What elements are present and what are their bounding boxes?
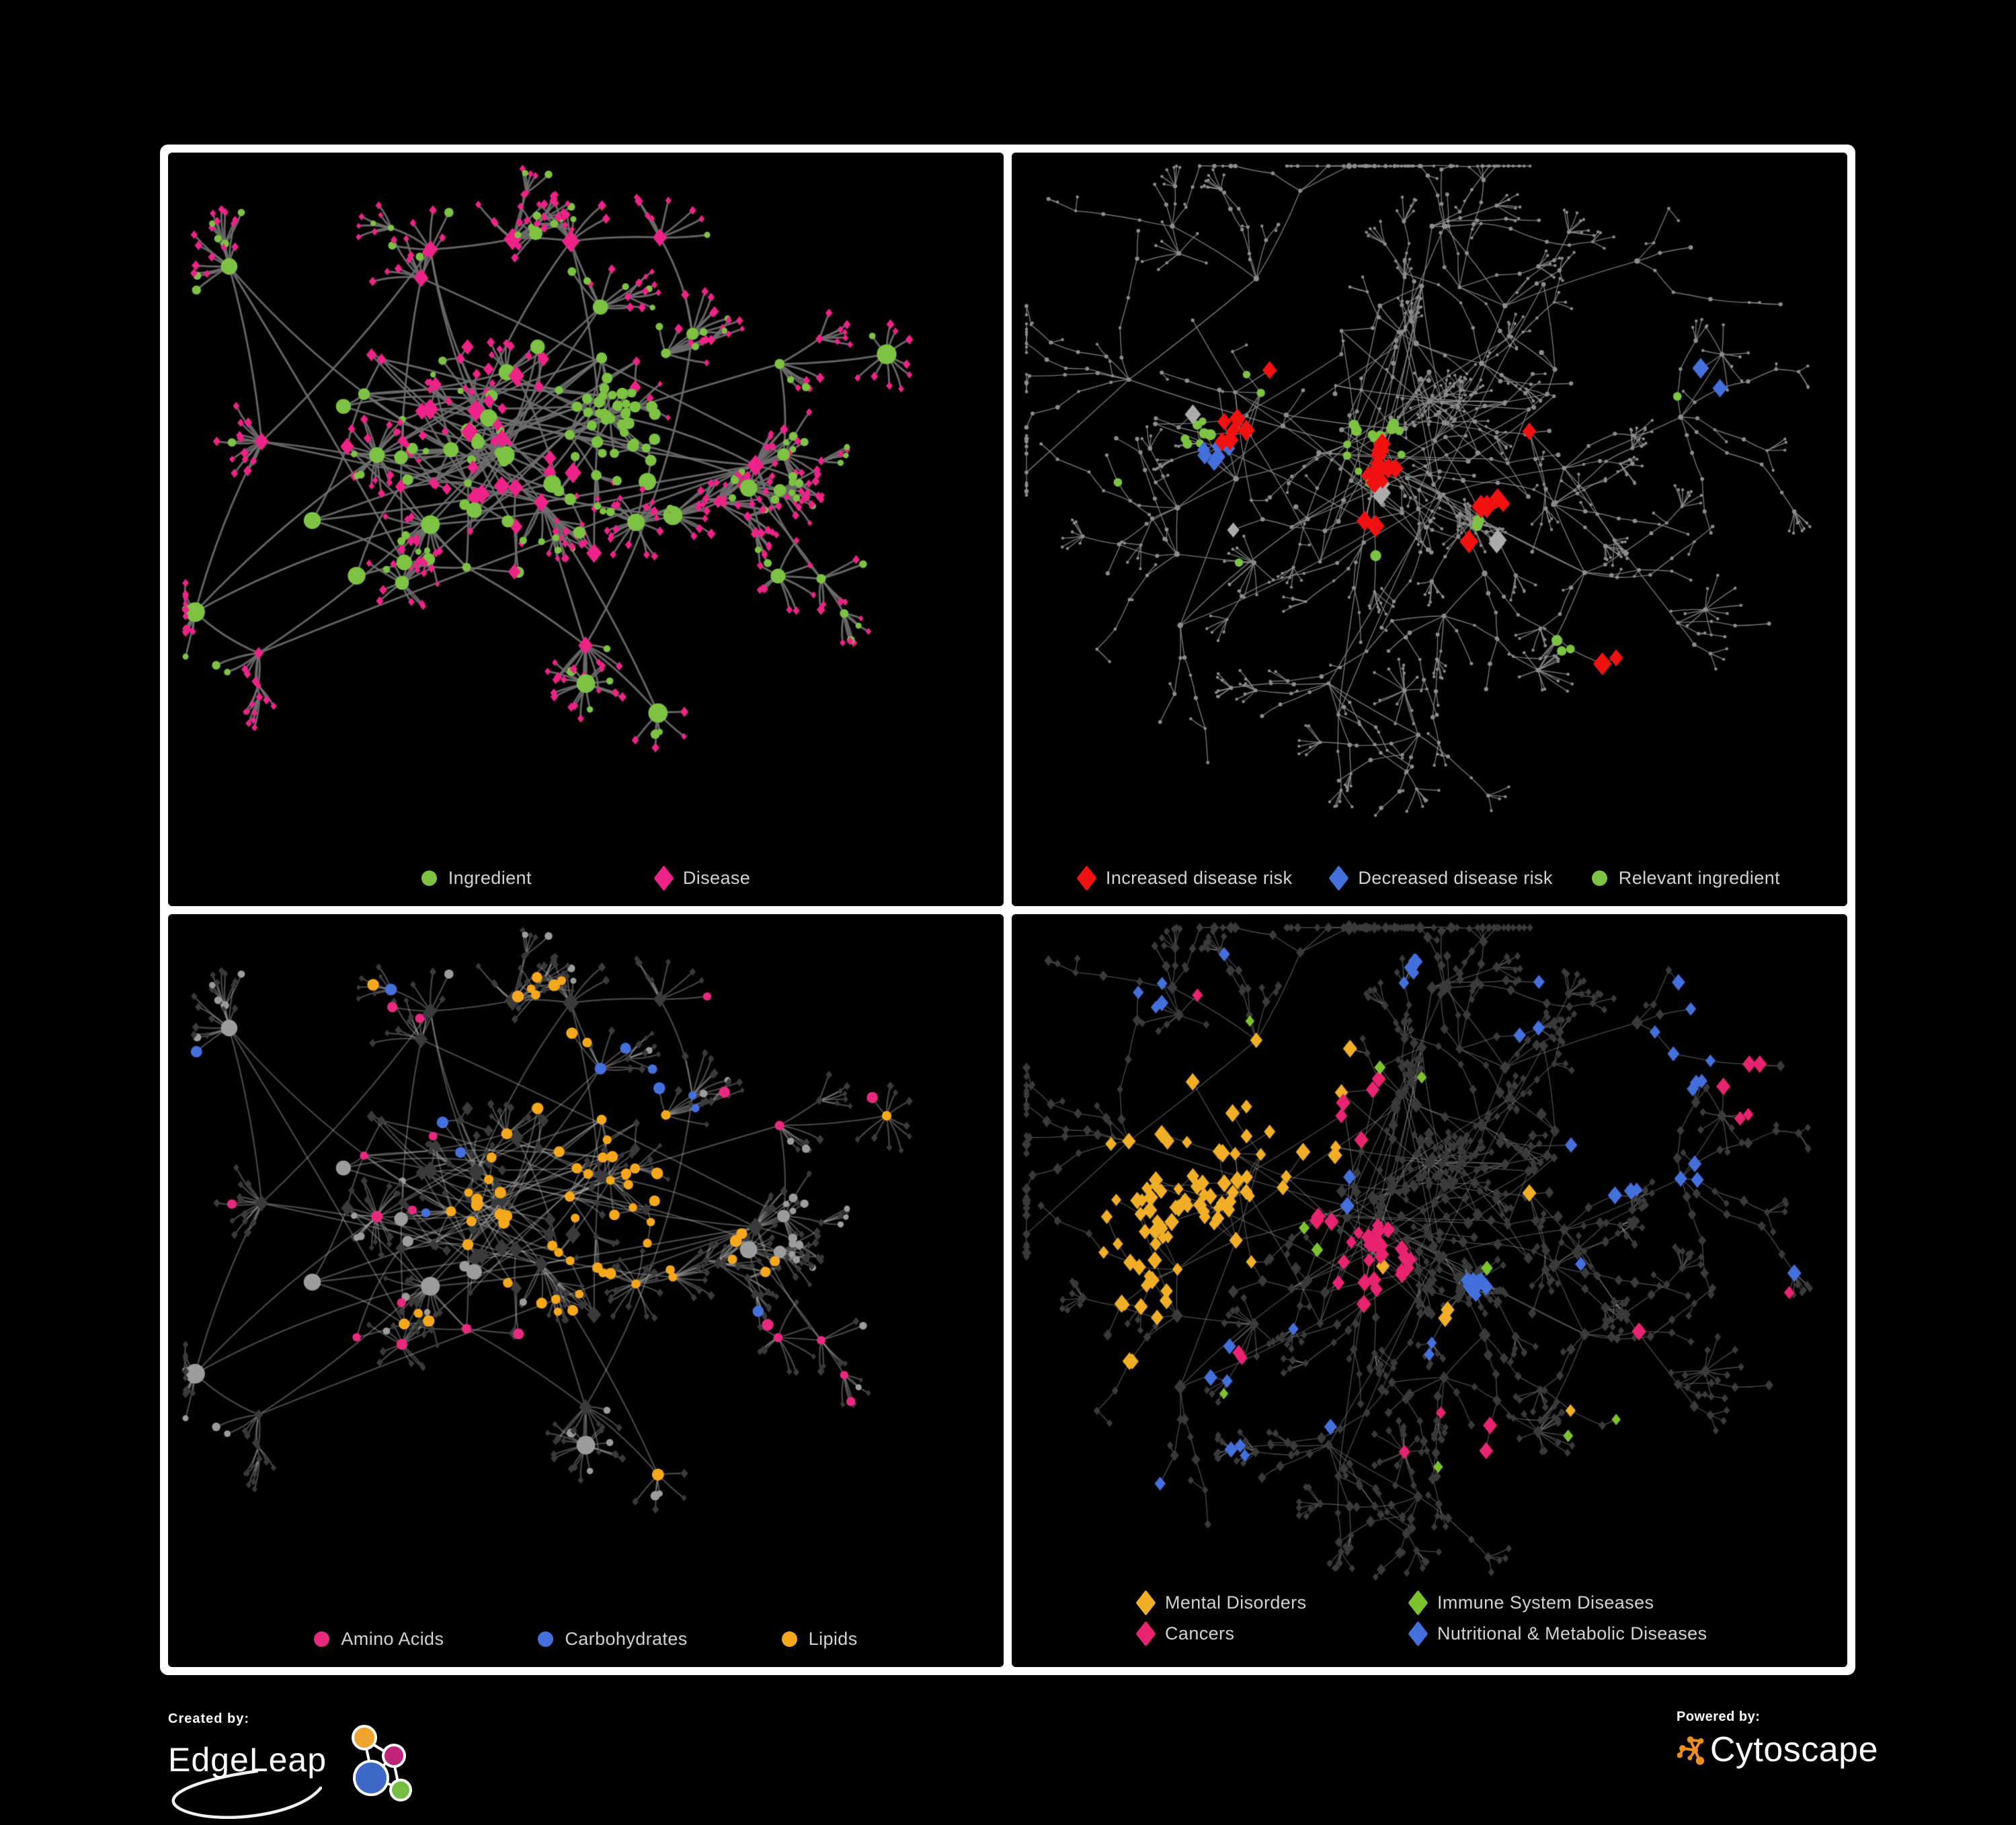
powered-by-label: Powered by: <box>1677 1709 1761 1724</box>
cytoscape-wordmark: Cytoscape <box>1709 1730 1878 1769</box>
network-canvas-ingredient-classes <box>168 914 1004 1667</box>
edgeleap-credit: Created by: EdgeLeap <box>168 1711 491 1820</box>
created-by-label: Created by: <box>168 1711 250 1726</box>
panel-ingredient-disease: Ingredient Disease <box>168 153 1004 906</box>
cytoscape-credit: Powered by: Cytoscape <box>1677 1709 1878 1772</box>
edgeleap-logo-icon <box>171 1725 412 1820</box>
network-canvas-disease-risk <box>1012 153 1847 906</box>
panel-disease-classes: Mental Disorders Immune System Diseases Ca… <box>1012 914 1847 1667</box>
panel-disease-risk: Increased disease risk Decreased disease … <box>1012 153 1847 906</box>
network-canvas-disease-classes <box>1012 914 1847 1667</box>
figure-grid: Ingredient Disease Increased disease risk… <box>160 145 1855 1675</box>
panel-ingredient-classes: Amino Acids Carbohydrates Lipids <box>168 914 1004 1667</box>
network-canvas-ingredient-disease <box>168 153 1004 906</box>
cytoscape-logo-icon <box>1677 1736 1705 1765</box>
